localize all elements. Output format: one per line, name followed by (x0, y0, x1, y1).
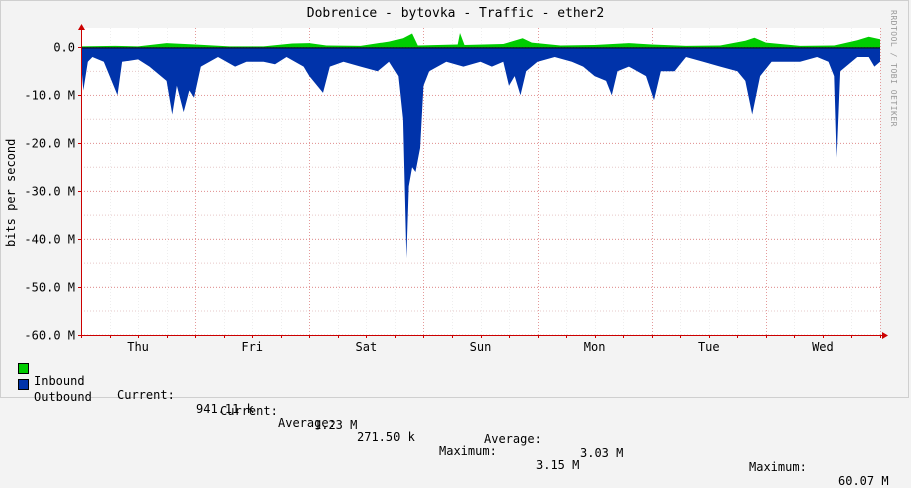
legend-outbound: Outbound Current: 1.23 M Average: 3.03 M… (0, 376, 889, 488)
y-tick-label: -40.0 M (24, 233, 75, 247)
x-tick-label: Tue (698, 340, 720, 354)
series-areas (81, 33, 880, 259)
legend-outbound-name: Outbound (34, 390, 92, 404)
y-tick-label: -30.0 M (24, 185, 75, 199)
outbound-swatch (18, 379, 29, 390)
x-tick-label: Sun (470, 340, 492, 354)
y-tick-label: -10.0 M (24, 89, 75, 103)
legend-inbound-current-label: Current: (117, 388, 175, 402)
legend-outbound-current: 1.23 M (314, 418, 358, 432)
legend-outbound-average: 3.03 M (580, 446, 624, 460)
x-tick-label: Mon (584, 340, 606, 354)
y-tick-label: -20.0 M (24, 137, 75, 151)
series-area-outbound (81, 47, 880, 259)
x-tick-label: Sat (356, 340, 378, 354)
legend-outbound-average-label: Average: (484, 432, 542, 446)
legend-outbound-maximum-label: Maximum: (749, 460, 807, 474)
chart-title: Dobrenice - bytovka - Traffic - ether2 (306, 6, 605, 21)
x-axis-arrow (882, 332, 888, 339)
x-tick-label: Fri (241, 340, 263, 354)
x-tick-label: Thu (127, 340, 149, 354)
y-tick-label: -60.0 M (24, 329, 75, 343)
chart-plot: 0.0 -10.0 M -20.0 M -30.0 M -40.0 M -50.0 M -6… (24, 24, 888, 355)
legend-inbound-name: Inbound (34, 374, 85, 388)
series-area-inbound (81, 33, 880, 48)
legend-outbound-current-label: Current: (220, 404, 278, 418)
inbound-swatch (18, 363, 29, 374)
legend-outbound-maximum: 60.07 M (838, 474, 889, 488)
y-axis-arrow (78, 24, 85, 30)
y-tick-label: 0.0 (53, 41, 75, 55)
tick-labels: 0.0 -10.0 M -20.0 M -30.0 M -40.0 M -50.0 M -6… (24, 41, 833, 355)
legend-inbound-average: 271.50 k (357, 430, 415, 444)
legend-inbound-maximum-label: Maximum: (439, 444, 497, 458)
y-tick-label: -50.0 M (24, 281, 75, 295)
axes (78, 24, 888, 339)
legend-inbound-maximum: 3.15 M (536, 458, 580, 472)
x-tick-label: Wed (812, 340, 834, 354)
graph-frame (0, 0, 909, 398)
